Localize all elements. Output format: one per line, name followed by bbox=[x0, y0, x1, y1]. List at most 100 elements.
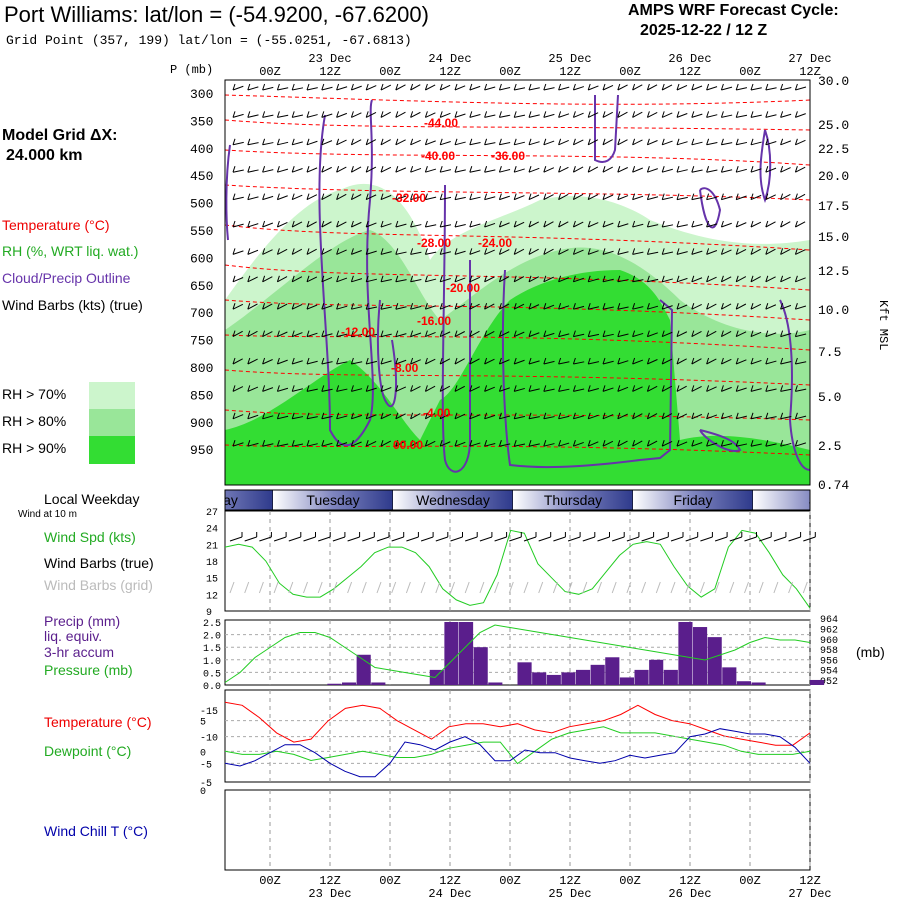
wind-barb bbox=[247, 142, 259, 146]
wind-barb bbox=[366, 414, 377, 420]
wind-barb-flag bbox=[794, 330, 798, 337]
temp-label-m32: -32.00 bbox=[392, 191, 426, 205]
wind-barb bbox=[395, 251, 407, 255]
wind-barb bbox=[721, 86, 733, 91]
wind-tick: 9 bbox=[206, 608, 212, 619]
wind-barb-flag bbox=[750, 83, 754, 91]
wind-barb bbox=[425, 140, 436, 146]
wind-barb-flag bbox=[395, 111, 399, 118]
wind-barb-flag bbox=[528, 248, 532, 255]
wind-barb-flag bbox=[321, 83, 325, 91]
wind-barb-flag bbox=[691, 193, 695, 200]
wind-barb bbox=[691, 196, 703, 201]
wind-barb bbox=[558, 140, 569, 146]
wind-barb bbox=[380, 84, 392, 91]
wind-barb-flag bbox=[735, 193, 739, 200]
grid-wind-barb bbox=[288, 581, 294, 594]
wind-barb bbox=[765, 332, 777, 338]
wind-barb bbox=[277, 87, 289, 91]
temp-tick: 0 bbox=[200, 748, 206, 759]
wind-barb-flag bbox=[617, 220, 621, 228]
wind-barb-flag bbox=[558, 275, 562, 282]
wind-barb-flag bbox=[632, 303, 636, 310]
wind-barb bbox=[602, 250, 614, 255]
wind-barb bbox=[425, 112, 436, 118]
wind-barb bbox=[750, 443, 762, 447]
surface-wind-barb bbox=[347, 536, 360, 542]
wind-barb bbox=[277, 114, 289, 118]
wind-barb bbox=[706, 442, 718, 447]
wind-barb bbox=[262, 249, 273, 255]
wind-barb bbox=[440, 112, 451, 118]
precip-bar bbox=[488, 682, 503, 685]
wind-barb bbox=[513, 248, 525, 255]
wind-barb bbox=[573, 139, 584, 146]
wind-barb bbox=[425, 331, 436, 338]
wind-barb-flag bbox=[424, 440, 428, 447]
wind-barb-flag bbox=[780, 138, 784, 145]
weekday-band-frame bbox=[224, 489, 811, 511]
wind-barb-flag bbox=[365, 138, 369, 145]
wind-barb bbox=[795, 388, 807, 392]
wind-barb-flag bbox=[424, 193, 428, 200]
wind-barb-flag bbox=[765, 193, 769, 200]
wind-barb-flag bbox=[602, 193, 606, 200]
wind-barb bbox=[247, 86, 259, 91]
wind-barb-flag bbox=[646, 166, 650, 173]
wind-barb-flag bbox=[469, 385, 473, 392]
wind-barb bbox=[750, 303, 762, 310]
wind-barb-flag bbox=[602, 138, 606, 145]
wind-barb bbox=[425, 168, 437, 173]
wind-barb bbox=[484, 86, 496, 91]
wind-barb-flag bbox=[513, 83, 517, 91]
temperature-label: Temperature (°C) bbox=[44, 714, 152, 730]
wind-barb bbox=[454, 385, 465, 392]
wind-barb-flag bbox=[720, 330, 724, 337]
wind-barb-flag bbox=[794, 111, 798, 118]
wind-barb bbox=[454, 413, 466, 420]
wind-barb-flag bbox=[262, 166, 266, 173]
wind-barb bbox=[336, 415, 348, 420]
wind-barb bbox=[573, 166, 584, 173]
wind-barb-flag bbox=[424, 83, 428, 91]
grid-wind-barb bbox=[626, 581, 632, 594]
wind-barb-flag bbox=[276, 385, 280, 392]
wind-barb bbox=[514, 168, 525, 173]
wind-barb-flag bbox=[632, 248, 636, 255]
wind-barb bbox=[617, 306, 629, 310]
wind-barb-flag bbox=[424, 275, 428, 282]
wind-barb-flag bbox=[661, 166, 665, 173]
wind-barb-flag bbox=[291, 220, 295, 228]
wind-barb-flag bbox=[484, 193, 488, 200]
wind-barb-flag bbox=[676, 111, 680, 118]
wind-barb bbox=[277, 195, 288, 201]
pressure-tick: 500 bbox=[190, 197, 213, 212]
wind-barb bbox=[336, 388, 348, 392]
wind-barb-flag bbox=[528, 330, 532, 337]
wind-barb-flag bbox=[321, 166, 325, 173]
wind-barb-flag bbox=[794, 303, 798, 310]
wind-barb bbox=[395, 167, 407, 173]
wind-barb bbox=[691, 413, 703, 420]
wind-barb bbox=[780, 167, 791, 173]
wind-barb bbox=[735, 276, 747, 283]
wind-barb bbox=[380, 413, 392, 420]
wind-barb-flag bbox=[558, 83, 562, 91]
wind-barb bbox=[513, 276, 525, 283]
pressure-tick-right: 962 bbox=[820, 626, 838, 637]
wind-barb-flag bbox=[632, 83, 636, 91]
wind-barb bbox=[247, 330, 258, 338]
wind-barb-flag bbox=[395, 166, 399, 173]
wind-barb bbox=[736, 415, 747, 420]
wind-barb-flag bbox=[395, 248, 399, 255]
wind-barb bbox=[292, 416, 304, 420]
wind-barb bbox=[469, 414, 481, 420]
wind-barb-flag bbox=[454, 357, 458, 365]
wind-barb bbox=[454, 304, 466, 310]
wind-barb-flag bbox=[410, 111, 414, 118]
precip-bar bbox=[546, 674, 561, 685]
temp-tick: -5 bbox=[200, 779, 212, 790]
pressure-line bbox=[224, 624, 811, 683]
wind-barb-flag bbox=[765, 330, 769, 337]
wind-barb-flag bbox=[617, 440, 621, 447]
